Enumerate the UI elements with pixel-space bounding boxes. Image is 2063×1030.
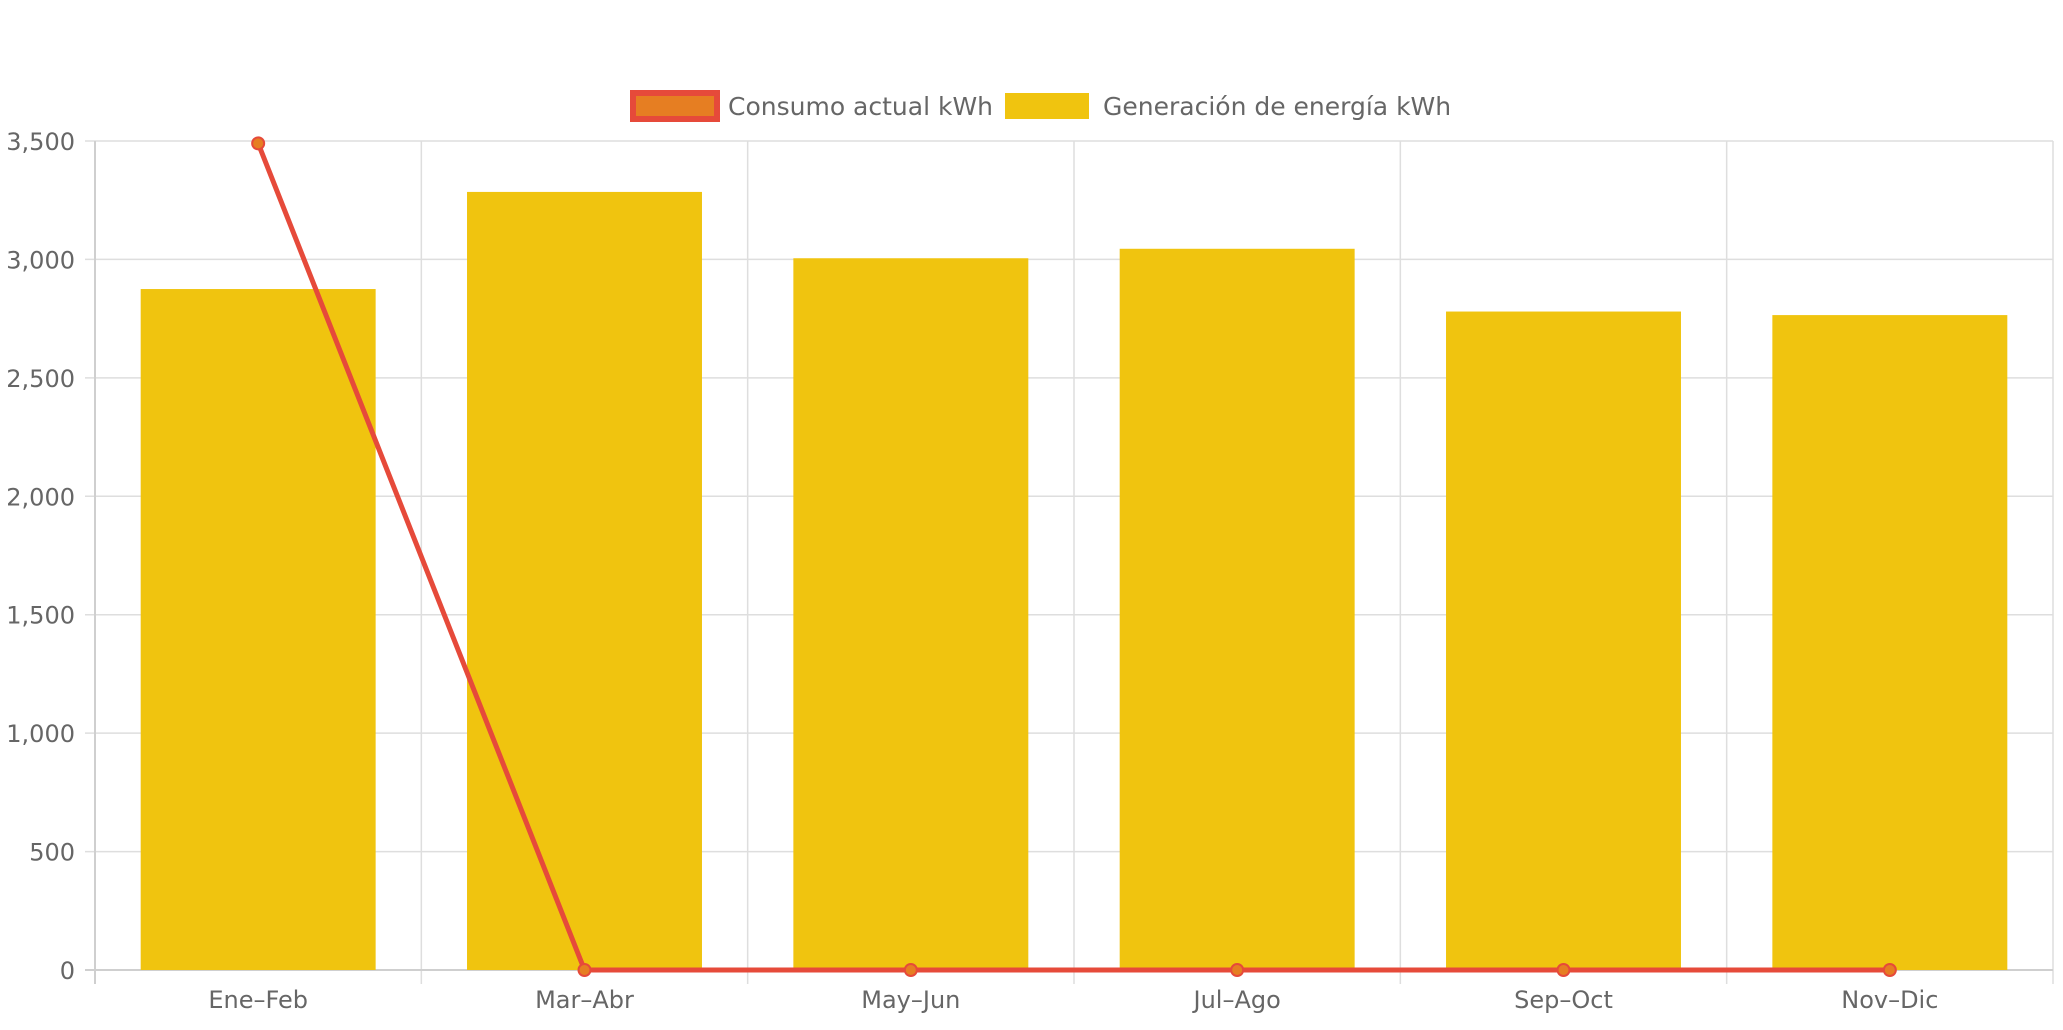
point-consumo-2 [577, 963, 592, 977]
bar-generacion-3 [793, 258, 1029, 971]
x-tick-label: Jul–Ago [1192, 986, 1281, 1014]
x-tick-label: May–Jun [861, 986, 960, 1014]
x-tick-label: Sep–Oct [1514, 986, 1613, 1014]
legend-swatch-consumo [630, 90, 720, 122]
point-consumo-6 [1882, 963, 1897, 977]
bar-generacion-2 [467, 191, 702, 970]
legend-label: Generación de energía kWh [1103, 92, 1451, 121]
line-consumo [255, 142, 1890, 973]
bar-generacion-4 [1119, 248, 1355, 970]
point-consumo-4 [1230, 963, 1245, 977]
x-tick-label: Mar–Abr [535, 986, 634, 1014]
y-tick-label: 1,000 [6, 720, 75, 748]
point-consumo-1 [251, 136, 266, 151]
y-tick-label: 500 [29, 839, 75, 867]
y-tick-label: 3,000 [6, 246, 75, 274]
x-tick-label: Ene–Feb [208, 986, 308, 1014]
legend-label: Consumo actual kWh [728, 92, 993, 121]
point-consumo-5 [1556, 963, 1571, 977]
bar-generacion-1 [140, 289, 376, 970]
y-tick-label: 1,500 [6, 602, 75, 630]
y-tick-label: 0 [60, 957, 75, 985]
y-tick-label: 3,500 [6, 128, 75, 156]
legend-swatch-generacion [1005, 93, 1089, 119]
y-tick-label: 2,000 [6, 483, 75, 511]
x-tick-label: Nov–Dic [1841, 986, 1938, 1014]
bar-generacion-5 [1446, 311, 1681, 971]
y-tick-label: 2,500 [6, 365, 75, 393]
point-consumo-3 [903, 963, 918, 977]
bar-generacion-6 [1772, 315, 2008, 971]
